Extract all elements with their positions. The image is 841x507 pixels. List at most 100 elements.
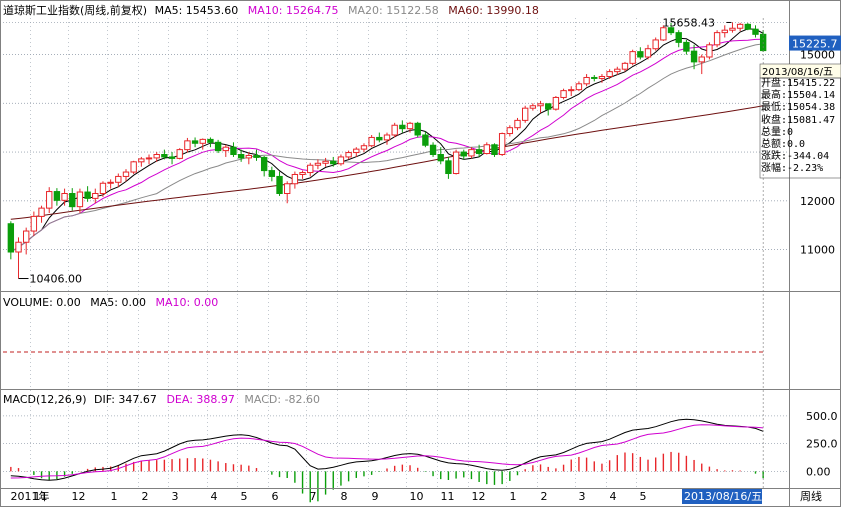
candle <box>575 81 583 92</box>
candle <box>38 205 45 223</box>
candle <box>284 181 291 204</box>
candle <box>621 61 629 72</box>
candle-body <box>368 136 375 147</box>
candle-body <box>460 151 467 157</box>
candle <box>399 120 406 133</box>
candle <box>168 152 176 165</box>
candle <box>214 139 222 154</box>
candle <box>99 181 107 197</box>
candle-body <box>345 152 352 158</box>
candle <box>107 179 114 189</box>
candle-body <box>736 23 744 29</box>
candle-body <box>706 44 713 58</box>
candle <box>260 155 268 177</box>
macd-tick-label: 0.00 <box>806 465 831 478</box>
candle-body <box>353 148 360 154</box>
candle-body <box>675 32 682 43</box>
candle-body <box>230 146 237 155</box>
candle-body <box>176 149 183 159</box>
candle <box>583 74 590 87</box>
candle <box>629 49 636 66</box>
candle <box>598 74 606 83</box>
candle-body <box>92 193 99 199</box>
candle <box>422 131 429 148</box>
grid-lines <box>3 18 789 488</box>
candle-body <box>606 71 613 77</box>
candle <box>652 37 659 51</box>
candle-body <box>207 138 214 143</box>
info-high: 最高:15504.14 <box>761 90 836 102</box>
candle-body <box>583 76 590 85</box>
candle-body <box>660 27 667 41</box>
candle <box>460 149 467 160</box>
candle <box>759 29 767 52</box>
candle <box>491 143 498 157</box>
time-axis-label: 1 <box>111 490 118 503</box>
candle-body <box>122 171 130 177</box>
candle <box>122 169 130 182</box>
time-axis-label: 5 <box>241 490 248 503</box>
candle <box>560 88 567 100</box>
candle <box>245 152 253 165</box>
info-low: 最低:15054.38 <box>761 102 836 114</box>
candle <box>475 144 483 157</box>
candle <box>729 22 736 33</box>
high-annotation: 15658.43 <box>662 16 715 29</box>
time-axis-label: 4 <box>610 490 617 503</box>
candle-body <box>191 140 199 144</box>
candle-body <box>53 191 61 201</box>
macd-name: MACD(12,26,9) <box>3 393 87 406</box>
candle-body <box>721 29 728 34</box>
info-date: 2013/08/16/五 <box>762 67 833 78</box>
candle-body <box>337 156 345 165</box>
dif-line <box>10 418 764 481</box>
candle-body <box>614 68 621 73</box>
candle-body <box>483 144 490 155</box>
candle <box>322 157 329 167</box>
candle <box>690 44 698 70</box>
ma5-legend: MA5: 15453.60 <box>154 4 239 17</box>
macd-tick-label: 250.0 <box>806 438 838 451</box>
time-axis-label: 2011年 <box>11 489 50 503</box>
candle <box>61 188 68 206</box>
candle-body <box>644 48 652 58</box>
candlestick-series <box>7 22 767 279</box>
candle-body <box>15 241 22 253</box>
candle-body <box>376 136 383 141</box>
candle <box>514 117 521 131</box>
candle-body <box>429 144 437 156</box>
candle-body <box>30 215 38 232</box>
ma10-legend: MA10: 15264.75 <box>247 4 339 17</box>
candle-body <box>299 172 306 175</box>
candle-body <box>61 193 68 201</box>
candle-body <box>76 191 84 208</box>
candle-body <box>330 160 337 165</box>
candle-body <box>199 138 206 144</box>
candle <box>15 237 22 279</box>
candle-body <box>475 149 483 155</box>
candle-body <box>591 76 598 79</box>
candle <box>637 47 644 60</box>
time-axis-label: 12 <box>72 490 86 503</box>
candle <box>69 188 76 211</box>
candle-body <box>161 154 168 158</box>
candle-body <box>652 39 659 50</box>
candle-body <box>752 28 759 35</box>
candle-body <box>284 183 291 194</box>
candle-body <box>138 158 145 163</box>
candle-body <box>406 122 414 130</box>
dea-legend: DEA: 388.97 <box>166 393 235 406</box>
info-open: 开盘:15415.22 <box>761 78 836 89</box>
candle <box>46 187 53 213</box>
time-axis-label: 3 <box>172 490 179 503</box>
current-date-label: 2013/08/16/五 <box>684 490 762 503</box>
info-amount: 总额:0.0 <box>761 139 806 151</box>
candle <box>222 144 229 157</box>
candle <box>176 148 183 160</box>
candle-body <box>153 154 160 159</box>
candle-body <box>23 230 30 243</box>
time-axis-label: 3 <box>579 490 586 503</box>
